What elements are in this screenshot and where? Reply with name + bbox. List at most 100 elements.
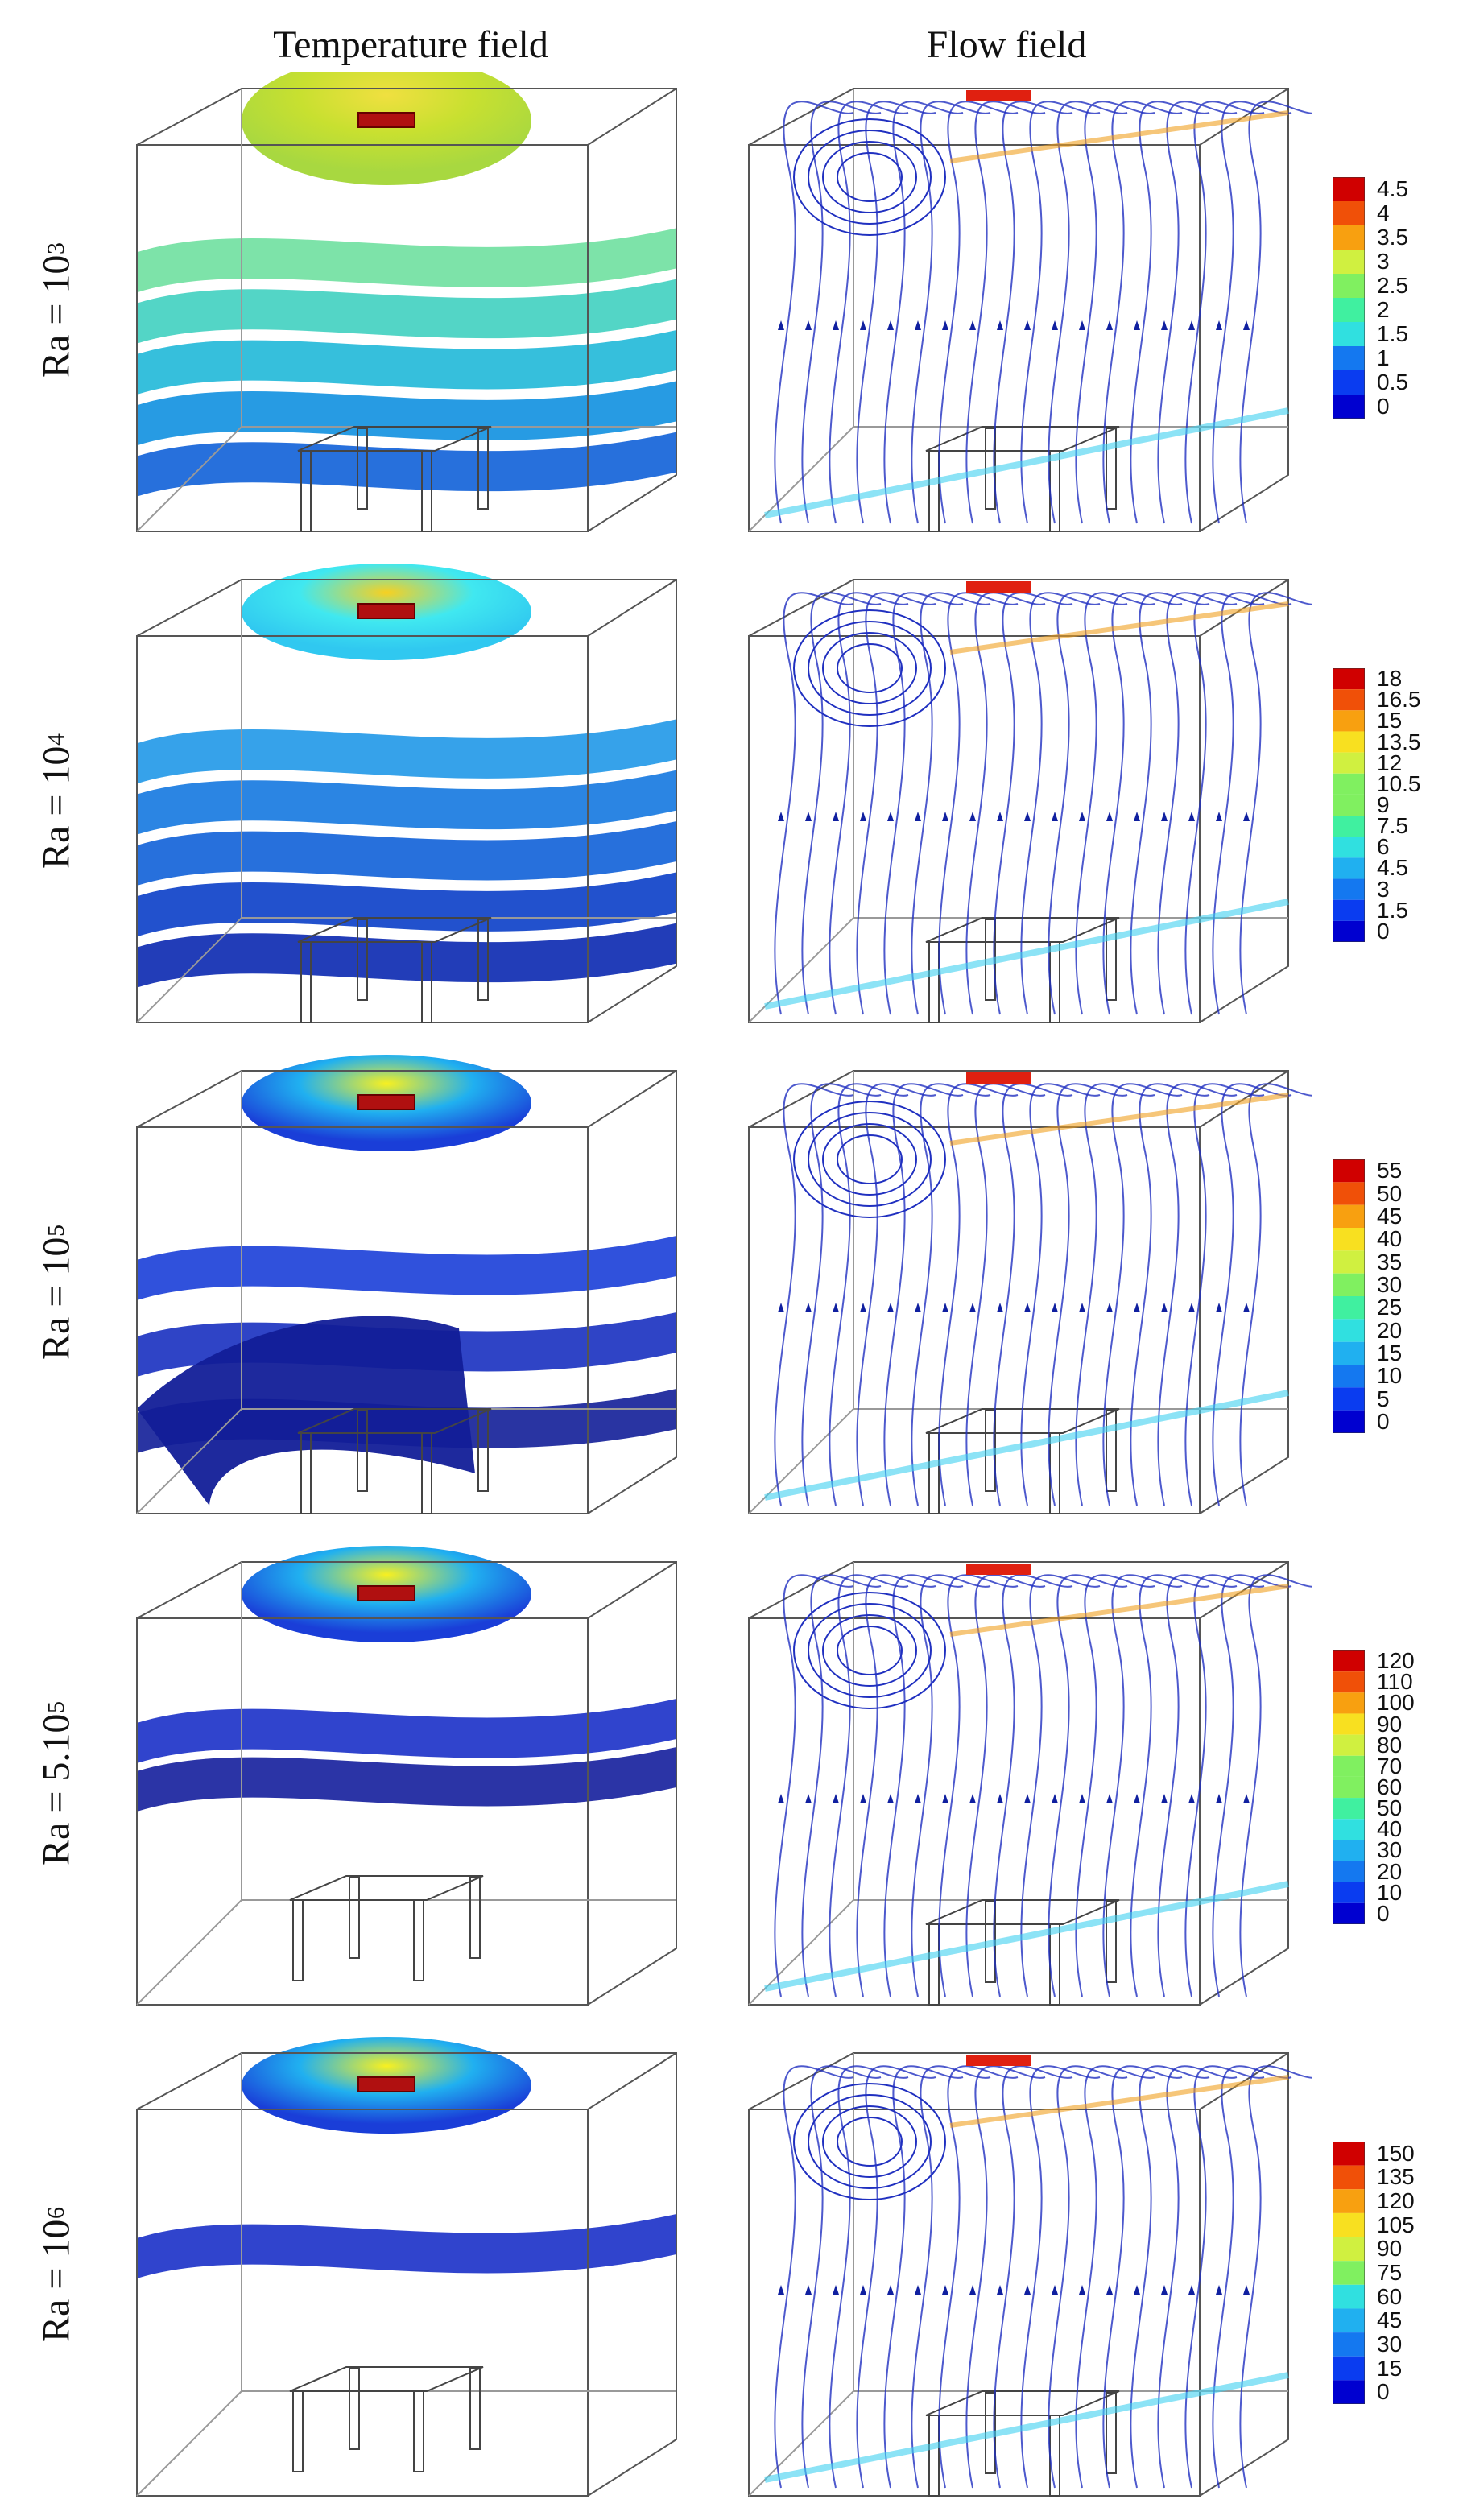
colorbar-tick-label: 0.5	[1377, 370, 1408, 395]
heat-source	[357, 603, 415, 619]
flow-arrow	[997, 1794, 1003, 1803]
colorbar-tick-label: 7.5	[1377, 813, 1408, 839]
flow-arrow	[833, 1303, 839, 1312]
colorbar-segment	[1333, 2142, 1365, 2166]
inflow-band	[764, 407, 1289, 518]
streamline	[1239, 1083, 1312, 1506]
streamline	[1130, 101, 1210, 524]
colorbar-segment	[1333, 816, 1365, 837]
flow-arrow	[860, 1303, 866, 1312]
flow-arrow	[942, 812, 948, 821]
flow-field-heading: Flow field	[926, 23, 1087, 66]
colorbar-tick-label: 15	[1377, 708, 1403, 733]
vortex-loop	[822, 632, 917, 704]
isosurface	[137, 279, 676, 344]
colorbar	[1332, 1159, 1366, 1434]
streamline	[883, 101, 964, 524]
isosurface	[137, 1236, 676, 1300]
flow-arrow	[1052, 2285, 1058, 2295]
vortex-loop	[808, 2094, 932, 2189]
colorbar-segment	[1333, 2356, 1365, 2381]
streamline	[1157, 1083, 1238, 1506]
ra-label: Ra = 10 4	[16, 564, 97, 1039]
table-frame	[297, 917, 492, 1023]
colorbar-segment	[1333, 322, 1365, 346]
colorbar-segment	[1333, 1713, 1365, 1735]
colorbar-segment	[1333, 710, 1365, 732]
heat-source	[966, 581, 1031, 593]
colorbar-tick-label: 35	[1377, 1249, 1403, 1274]
colorbar-segment	[1333, 2261, 1365, 2285]
colorbar-tick-label: 0	[1377, 394, 1390, 419]
streamline	[1212, 101, 1292, 524]
ra-label-exponent: 5	[43, 1225, 69, 1237]
isosurface	[137, 770, 676, 835]
streamline	[1102, 592, 1183, 1015]
streamline	[938, 592, 1019, 1015]
colorbar-tick-label: 45	[1377, 1203, 1403, 1229]
colorbar-tick-label: 0	[1377, 2379, 1390, 2405]
flow-arrow	[1024, 320, 1031, 330]
flow-arrow	[997, 320, 1003, 330]
streamline	[883, 1083, 964, 1506]
streamline	[1212, 1083, 1292, 1506]
colorbar-segment	[1333, 1671, 1365, 1693]
streamline	[1130, 1574, 1210, 1997]
streamline	[1239, 2065, 1312, 2489]
colorbar-tick-label: 0	[1377, 1900, 1390, 1926]
flow-arrow	[1024, 2285, 1031, 2295]
flow-arrow	[997, 2285, 1003, 2295]
colorbar-tick-label: 9	[1377, 792, 1390, 817]
flow-arrow	[887, 812, 894, 821]
streamline	[1184, 101, 1265, 524]
colorbar-segment	[1333, 2332, 1365, 2357]
ra-label-exponent: 4	[43, 733, 69, 746]
streamline	[938, 101, 1019, 524]
streamline	[1157, 1574, 1238, 1997]
colorbar-segment	[1333, 2165, 1365, 2190]
vortex-loop	[837, 643, 903, 693]
flow-arrow	[1052, 1303, 1058, 1312]
streamline	[911, 1574, 991, 1997]
streamline	[1102, 1083, 1183, 1506]
heat-source	[966, 2055, 1031, 2066]
streamline	[1157, 592, 1238, 1015]
flow-arrow	[997, 812, 1003, 821]
flow-arrow	[1161, 320, 1168, 330]
colorbar-segment	[1333, 899, 1365, 921]
flow-arrow	[915, 1303, 921, 1312]
temperature-field-panel	[121, 2037, 701, 2520]
isosurface	[137, 821, 676, 886]
vortex-loop	[822, 1614, 917, 1687]
outflow-band	[949, 1584, 1289, 1637]
colorbar-segment	[1333, 920, 1365, 942]
colorbar-tick-label: 30	[1377, 2331, 1403, 2357]
colorbar-segment	[1333, 250, 1365, 274]
colorbar-tick-label: 50	[1377, 1180, 1403, 1206]
flow-arrow	[915, 320, 921, 330]
colorbar-tick-label: 40	[1377, 1226, 1403, 1252]
heat-source	[966, 1072, 1031, 1084]
inflow-band	[764, 2372, 1289, 2483]
streamline	[1184, 1574, 1265, 1997]
flow-arrow	[1024, 812, 1031, 821]
colorbar-segment	[1333, 1296, 1365, 1320]
colorbar-segment	[1333, 1273, 1365, 1296]
colorbar-segment	[1333, 1882, 1365, 1903]
colorbar-segment	[1333, 1341, 1365, 1365]
ra-label-exponent: 5	[43, 1701, 69, 1714]
isosurface	[137, 2214, 676, 2278]
flow-arrow	[942, 320, 948, 330]
colorbar-tick-label: 6	[1377, 834, 1390, 860]
table-frame	[297, 426, 492, 532]
flow-arrow	[1079, 320, 1085, 330]
vortex-loop	[837, 152, 903, 202]
flow-arrow	[915, 812, 921, 821]
colorbar-segment	[1333, 298, 1365, 322]
colorbar-tick-label: 3	[1377, 876, 1390, 902]
colorbar-segment	[1333, 2189, 1365, 2213]
domain-cube	[136, 88, 677, 532]
streamline	[856, 1574, 936, 1997]
isosurface	[137, 1699, 676, 1763]
